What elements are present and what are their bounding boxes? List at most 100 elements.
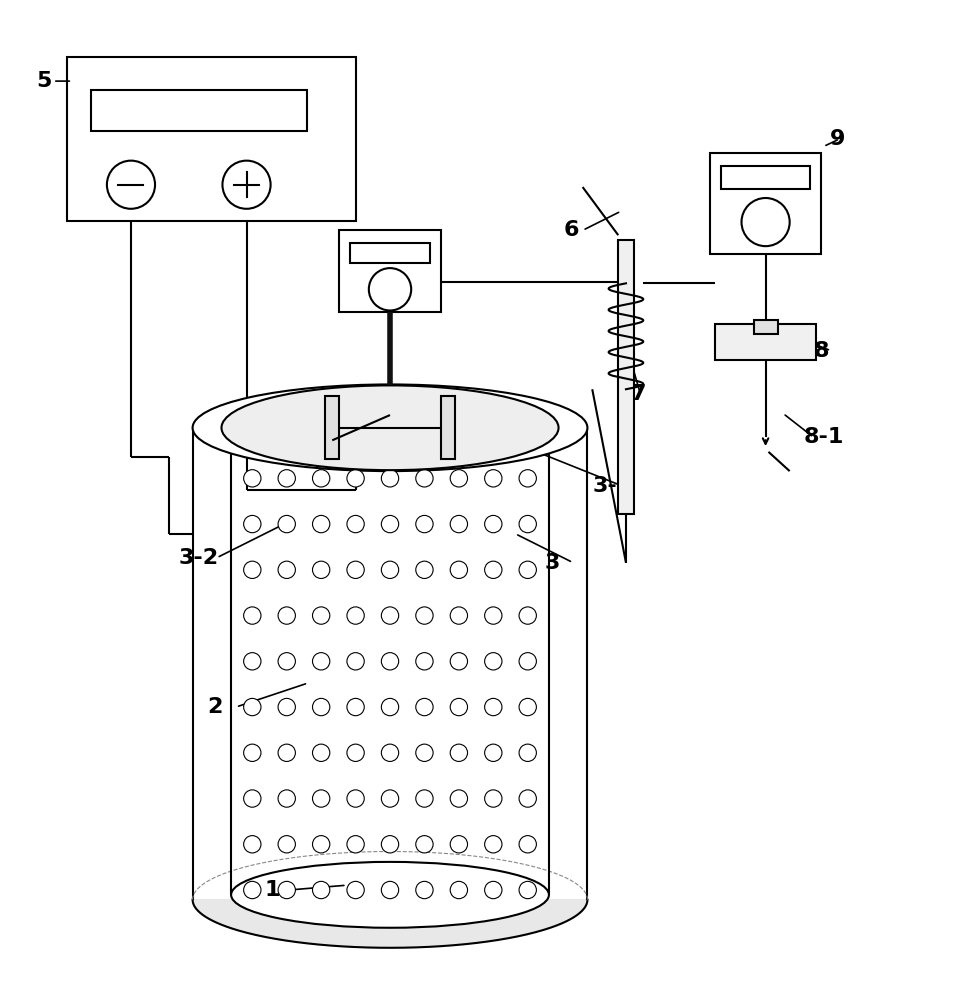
Circle shape: [519, 744, 536, 761]
Ellipse shape: [231, 862, 549, 928]
Text: 3-3: 3-3: [429, 451, 469, 471]
Circle shape: [244, 790, 261, 807]
Circle shape: [416, 515, 433, 533]
Circle shape: [484, 561, 502, 578]
Circle shape: [312, 698, 329, 716]
Circle shape: [244, 607, 261, 624]
Circle shape: [244, 744, 261, 761]
Circle shape: [519, 836, 536, 853]
Circle shape: [381, 653, 399, 670]
Circle shape: [381, 424, 399, 441]
Circle shape: [278, 515, 296, 533]
Text: 8-1: 8-1: [804, 427, 845, 447]
Circle shape: [519, 881, 536, 899]
Circle shape: [278, 744, 296, 761]
Circle shape: [278, 424, 296, 441]
Circle shape: [484, 607, 502, 624]
Circle shape: [519, 470, 536, 487]
Circle shape: [519, 515, 536, 533]
Text: 5: 5: [37, 71, 52, 91]
Circle shape: [381, 561, 399, 578]
Circle shape: [519, 653, 536, 670]
Circle shape: [519, 698, 536, 716]
Circle shape: [347, 836, 364, 853]
Circle shape: [381, 470, 399, 487]
Circle shape: [347, 561, 364, 578]
Bar: [340, 230, 440, 312]
Circle shape: [381, 744, 399, 761]
Circle shape: [312, 424, 329, 441]
Circle shape: [381, 790, 399, 807]
Circle shape: [347, 881, 364, 899]
Circle shape: [416, 790, 433, 807]
Text: 3-2: 3-2: [178, 548, 219, 568]
Circle shape: [484, 881, 502, 899]
Circle shape: [312, 607, 329, 624]
Circle shape: [347, 515, 364, 533]
Circle shape: [484, 790, 502, 807]
Circle shape: [312, 470, 329, 487]
Circle shape: [416, 698, 433, 716]
Circle shape: [451, 836, 468, 853]
Text: 3: 3: [544, 553, 560, 573]
Bar: [721, 166, 810, 189]
Bar: [325, 396, 340, 459]
Polygon shape: [193, 900, 587, 948]
Text: 9: 9: [830, 129, 846, 149]
Circle shape: [347, 424, 364, 441]
Circle shape: [347, 698, 364, 716]
Text: 2: 2: [207, 697, 222, 717]
Bar: [91, 90, 307, 131]
Circle shape: [381, 515, 399, 533]
Circle shape: [381, 607, 399, 624]
Bar: [440, 396, 455, 459]
Circle shape: [484, 698, 502, 716]
Circle shape: [381, 836, 399, 853]
Circle shape: [244, 836, 261, 853]
Circle shape: [222, 161, 271, 209]
Circle shape: [484, 836, 502, 853]
Bar: [618, 240, 634, 514]
Text: 8: 8: [814, 341, 829, 361]
Circle shape: [278, 698, 296, 716]
Circle shape: [416, 744, 433, 761]
Circle shape: [312, 744, 329, 761]
Circle shape: [244, 424, 261, 441]
Ellipse shape: [231, 391, 549, 464]
Circle shape: [416, 881, 433, 899]
Circle shape: [244, 561, 261, 578]
Circle shape: [369, 268, 411, 310]
Circle shape: [519, 424, 536, 441]
Circle shape: [484, 470, 502, 487]
Bar: [350, 243, 430, 263]
Circle shape: [347, 790, 364, 807]
Circle shape: [381, 698, 399, 716]
Circle shape: [451, 744, 468, 761]
Circle shape: [451, 470, 468, 487]
Circle shape: [451, 424, 468, 441]
Ellipse shape: [193, 384, 587, 471]
Text: 6: 6: [563, 220, 579, 240]
Circle shape: [278, 836, 296, 853]
Circle shape: [278, 653, 296, 670]
Circle shape: [416, 653, 433, 670]
Circle shape: [416, 424, 433, 441]
Circle shape: [278, 881, 296, 899]
Circle shape: [484, 424, 502, 441]
Circle shape: [312, 653, 329, 670]
Circle shape: [451, 515, 468, 533]
Circle shape: [312, 515, 329, 533]
Text: 1: 1: [265, 880, 280, 900]
Circle shape: [416, 561, 433, 578]
Circle shape: [244, 653, 261, 670]
Circle shape: [244, 698, 261, 716]
Bar: [67, 57, 356, 221]
Circle shape: [312, 561, 329, 578]
Circle shape: [278, 790, 296, 807]
Circle shape: [278, 607, 296, 624]
Circle shape: [312, 881, 329, 899]
Circle shape: [347, 744, 364, 761]
Circle shape: [519, 607, 536, 624]
Bar: [715, 324, 817, 360]
Circle shape: [278, 470, 296, 487]
